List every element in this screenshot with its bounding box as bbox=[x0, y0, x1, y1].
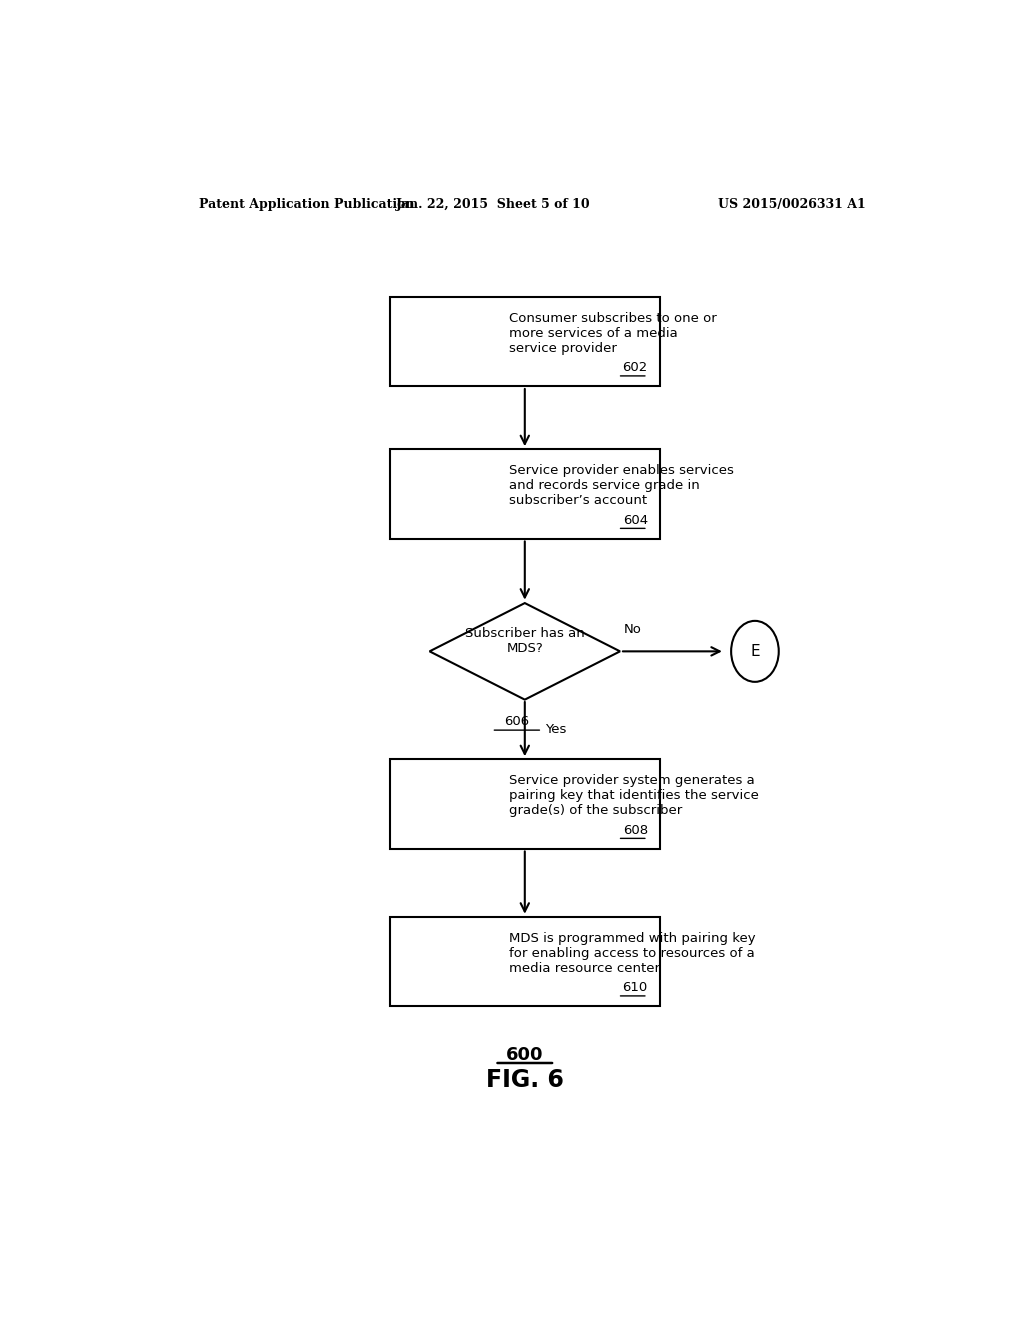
Text: FIG. 6: FIG. 6 bbox=[485, 1068, 564, 1092]
FancyBboxPatch shape bbox=[390, 297, 659, 385]
FancyBboxPatch shape bbox=[390, 916, 659, 1006]
Text: 610: 610 bbox=[623, 981, 648, 994]
Text: MDS is programmed with pairing key
for enabling access to resources of a
media r: MDS is programmed with pairing key for e… bbox=[509, 932, 756, 974]
Text: 602: 602 bbox=[623, 362, 648, 375]
Text: Service provider system generates a
pairing key that identifies the service
grad: Service provider system generates a pair… bbox=[509, 775, 759, 817]
Circle shape bbox=[731, 620, 779, 682]
Text: Yes: Yes bbox=[545, 722, 566, 735]
Text: 606: 606 bbox=[504, 715, 529, 729]
FancyBboxPatch shape bbox=[390, 449, 659, 539]
Text: No: No bbox=[624, 623, 642, 636]
Text: Patent Application Publication: Patent Application Publication bbox=[200, 198, 415, 211]
Text: Jan. 22, 2015  Sheet 5 of 10: Jan. 22, 2015 Sheet 5 of 10 bbox=[395, 198, 591, 211]
FancyBboxPatch shape bbox=[390, 759, 659, 849]
Text: E: E bbox=[751, 644, 760, 659]
Text: 608: 608 bbox=[623, 824, 648, 837]
Text: US 2015/0026331 A1: US 2015/0026331 A1 bbox=[718, 198, 866, 211]
Text: Subscriber has an
MDS?: Subscriber has an MDS? bbox=[465, 627, 585, 655]
Text: Service provider enables services
and records service grade in
subscriber’s acco: Service provider enables services and re… bbox=[509, 465, 734, 507]
Text: 600: 600 bbox=[506, 1045, 544, 1064]
Text: Consumer subscribes to one or
more services of a media
service provider: Consumer subscribes to one or more servi… bbox=[509, 312, 717, 355]
Polygon shape bbox=[430, 603, 620, 700]
Text: 604: 604 bbox=[623, 513, 648, 527]
